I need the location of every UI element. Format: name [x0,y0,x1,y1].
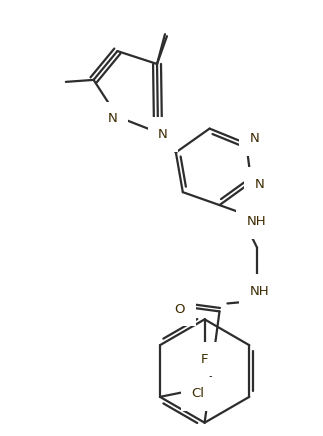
Text: NH: NH [246,215,266,228]
Text: N: N [108,112,117,125]
Text: N: N [158,128,168,141]
Text: N: N [249,132,259,145]
Text: Cl: Cl [191,387,204,400]
Text: NH: NH [249,285,269,298]
Text: F: F [201,353,208,366]
Text: O: O [175,303,185,316]
Text: N: N [254,178,264,191]
